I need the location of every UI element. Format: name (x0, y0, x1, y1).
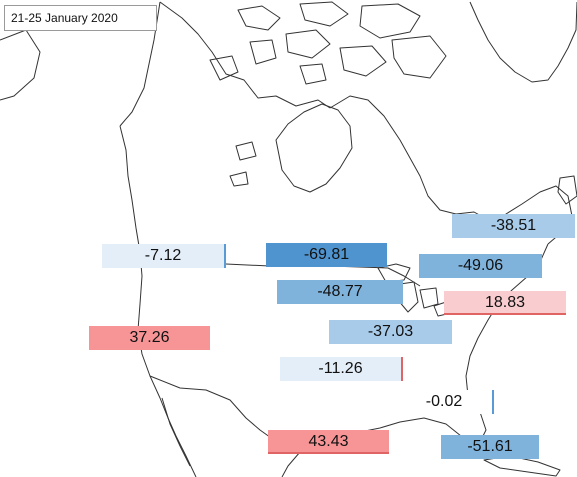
arctic-island (391, 35, 447, 79)
arctic-island (339, 45, 387, 77)
arctic-island (285, 29, 331, 59)
date-range-label: 21-25 January 2020 (4, 5, 157, 31)
arctic-island (299, 1, 349, 27)
anomaly-value-south-central: -11.26 (280, 357, 403, 381)
bay-island (235, 141, 257, 161)
anomaly-value-central-midwest: -37.03 (329, 320, 452, 344)
anomaly-value-northeast-upper: -38.51 (452, 214, 575, 238)
arctic-island (249, 39, 277, 65)
arctic-island (359, 3, 421, 39)
anomaly-value-washington: -7.12 (102, 244, 226, 268)
newfoundland (557, 175, 577, 205)
anomaly-value-upper-midwest: -48.77 (277, 280, 403, 304)
labrador-coast (329, 95, 573, 245)
anomaly-value-mid-atlantic: 18.83 (444, 291, 566, 315)
us-mexico-border (149, 375, 275, 441)
baja-california (161, 397, 191, 467)
cuba (483, 455, 561, 477)
anomaly-value-gulf: 43.43 (268, 430, 389, 454)
alaska-coast (0, 29, 41, 101)
pacific-coast (119, 125, 197, 477)
great-lake (419, 287, 439, 309)
greenland-outline (469, 1, 577, 83)
arctic-island (237, 5, 281, 31)
great-lake (377, 263, 411, 283)
atlantic-coast (465, 243, 549, 447)
anomaly-value-north-central: -69.81 (266, 243, 387, 267)
anomaly-value-southeast: -0.02 (396, 390, 494, 414)
anomaly-value-northeast: -49.06 (419, 254, 542, 278)
anomaly-value-florida: -51.61 (441, 435, 539, 459)
arctic-island (209, 55, 239, 81)
arctic-island (299, 63, 327, 85)
arctic-coast (159, 1, 331, 109)
bay-island (229, 171, 249, 187)
hudson-bay (275, 103, 353, 193)
anomaly-value-california: 37.26 (89, 326, 210, 350)
